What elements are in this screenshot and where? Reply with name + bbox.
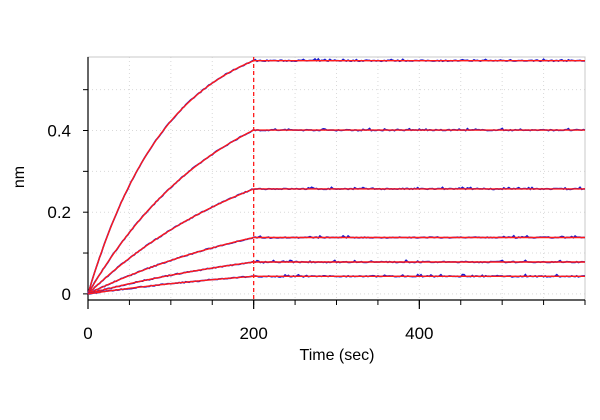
axes <box>83 56 586 309</box>
measured-trace-3 <box>87 186 586 295</box>
fit-curve-5 <box>87 261 585 295</box>
x-tick-label: 400 <box>405 324 433 343</box>
series-group <box>87 57 586 300</box>
y-tick-label: 0 <box>62 285 71 304</box>
fit-curve-1 <box>87 60 585 295</box>
y-tick-label: 0.4 <box>47 122 71 141</box>
measured-trace-1 <box>87 57 586 294</box>
x-tick-label: 200 <box>239 324 267 343</box>
x-tick-label: 0 <box>83 324 92 343</box>
y-tick-label: 0.2 <box>47 203 71 222</box>
fit-curve-3 <box>87 188 585 295</box>
tick-labels: 0 200 400 0 0.2 0.4 <box>47 122 433 343</box>
fit-curve-2 <box>87 129 585 295</box>
y-axis-title: nm <box>11 166 28 188</box>
x-axis-title: Time (sec) <box>300 347 375 364</box>
fit-curve-4 <box>87 236 585 295</box>
fit-curve-6 <box>87 275 585 295</box>
